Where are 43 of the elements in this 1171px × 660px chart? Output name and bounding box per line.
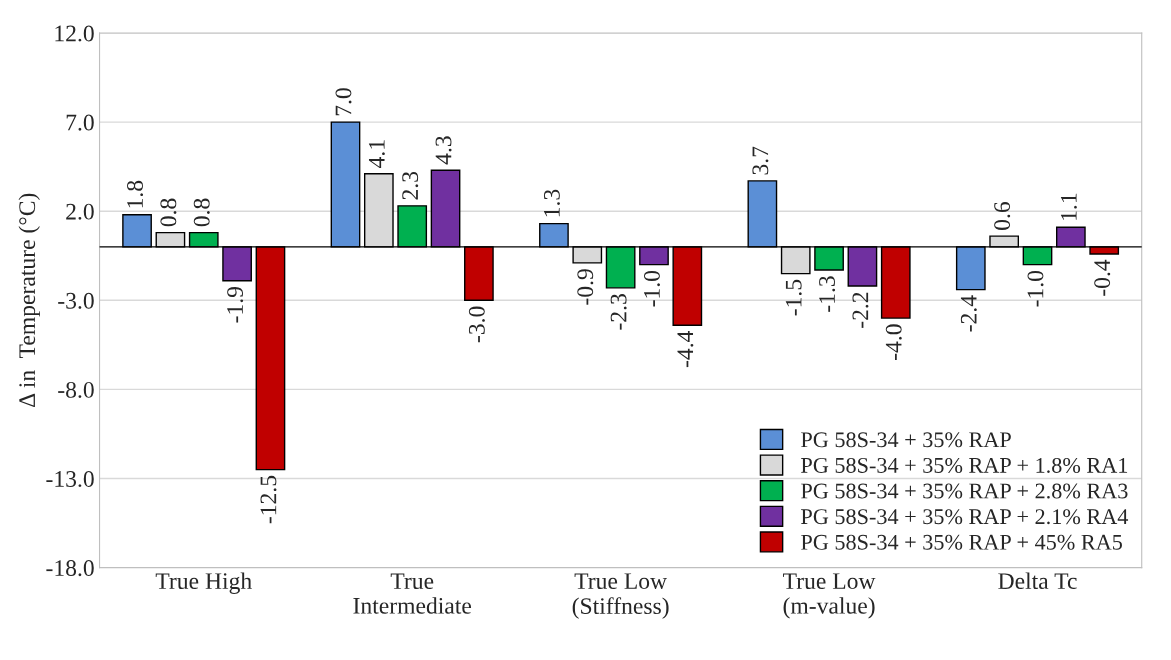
x-tick-label: True Intermediate <box>353 573 472 614</box>
y-tick-label: -8.0 <box>58 381 94 398</box>
data-label: -1.3 <box>819 276 836 312</box>
data-label: 7.0 <box>335 88 352 116</box>
legend-label: PG 58S-34 + 35% RAP + 45% RA5 <box>801 534 1122 550</box>
data-label: -0.9 <box>577 269 594 305</box>
data-label: 3.7 <box>752 146 769 175</box>
legend-label: PG 58S-34 + 35% RAP + 2.1% RA4 <box>801 509 1129 525</box>
data-label: 1.3 <box>543 189 560 217</box>
legend-label: PG 58S-34 + 35% RAP + 2.8% RA3 <box>801 483 1128 499</box>
legend-label: PG 58S-34 + 35% RAP <box>801 432 1011 448</box>
data-label: -12.5 <box>260 475 277 524</box>
y-axis-title: Δ in Temperature (°C) <box>18 193 40 408</box>
data-label: -0.4 <box>1094 259 1111 296</box>
y-tick-label: 2.0 <box>66 203 94 220</box>
x-tick-label: True Low (m-value) <box>783 573 876 619</box>
data-label: 2.3 <box>402 171 419 200</box>
data-label: -4.4 <box>677 330 694 368</box>
y-tick-label: -13.0 <box>46 470 94 488</box>
data-label: -1.0 <box>1027 270 1044 307</box>
data-label: 1.1 <box>1060 193 1077 220</box>
data-label: -1.9 <box>227 287 244 323</box>
data-label: 1.8 <box>127 180 144 208</box>
data-label: 4.1 <box>368 140 385 168</box>
data-label: -2.4 <box>960 295 977 332</box>
data-label: -1.0 <box>643 270 660 307</box>
x-tick-label: Delta Tc <box>998 572 1077 590</box>
y-tick-label: 7.0 <box>66 114 94 131</box>
data-label: -1.5 <box>785 279 802 316</box>
data-label: -2.2 <box>852 292 869 328</box>
y-tick-label: 12.0 <box>55 25 94 42</box>
y-tick-label: -3.0 <box>58 292 94 309</box>
data-label: 0.8 <box>160 198 177 227</box>
data-label: 4.3 <box>435 136 452 165</box>
data-label: -2.3 <box>610 294 627 330</box>
data-label: -4.0 <box>885 324 902 360</box>
data-label: -3.0 <box>468 306 485 343</box>
x-tick-label: True High <box>155 572 252 594</box>
y-tick-label: -18.0 <box>46 560 94 577</box>
x-tick-label: True Low (Stiffness) <box>572 573 669 619</box>
legend-label: PG 58S-34 + 35% RAP + 1.8% RA1 <box>801 457 1128 473</box>
data-label: 0.8 <box>193 198 210 227</box>
data-label: 0.6 <box>994 201 1011 230</box>
